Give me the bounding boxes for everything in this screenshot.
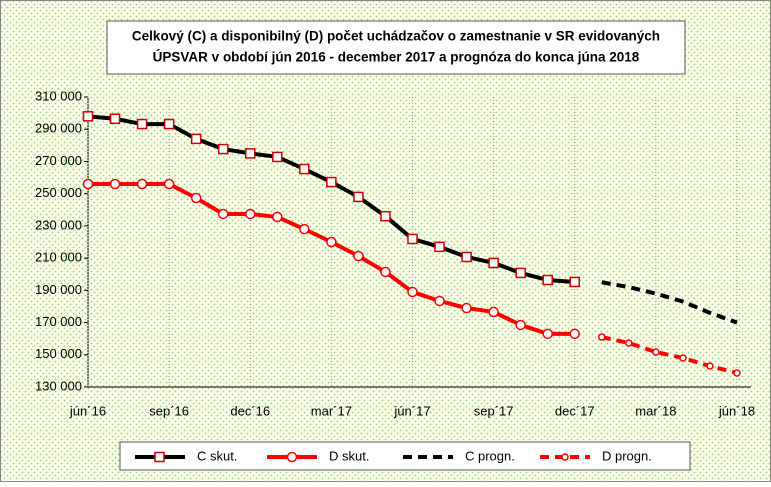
x-tick-label: dec´17 [555, 403, 595, 418]
y-tick-label: 130 000 [35, 378, 82, 393]
marker [461, 302, 472, 314]
marker [407, 286, 418, 298]
marker [598, 333, 606, 341]
legend-label: D skut. [329, 448, 369, 463]
x-tick-label: sep´16 [149, 403, 189, 418]
marker [407, 233, 418, 245]
x-tick-label: sep´17 [474, 403, 514, 418]
chart-title: ÚPSVAR v období jún 2016 - december 2017… [153, 50, 640, 65]
marker [434, 295, 445, 307]
marker [461, 251, 472, 263]
marker [625, 339, 633, 347]
y-tick-label: 270 000 [35, 153, 82, 168]
marker [380, 266, 391, 278]
marker [679, 354, 687, 362]
marker [488, 257, 499, 269]
x-tick-label: mar´17 [311, 403, 352, 418]
x-tick-label: mar´18 [635, 403, 676, 418]
marker [245, 208, 256, 220]
marker [326, 236, 337, 248]
marker [109, 113, 121, 124]
marker [569, 276, 580, 288]
marker [515, 267, 526, 279]
marker [542, 274, 553, 286]
legend-marker [154, 451, 165, 463]
y-tick-label: 310 000 [35, 88, 82, 103]
marker [542, 328, 553, 340]
y-tick-label: 290 000 [35, 121, 82, 136]
marker [190, 133, 202, 145]
marker [326, 176, 337, 188]
chart-title: Celkový (C) a disponibilný (D) počet uch… [132, 29, 660, 44]
marker [272, 211, 283, 223]
x-tick-label: jún´16 [69, 403, 106, 418]
marker [163, 118, 175, 130]
marker [380, 210, 391, 222]
marker [163, 178, 175, 190]
marker [353, 250, 364, 262]
legend-marker [286, 451, 298, 463]
title-box [106, 20, 686, 75]
marker [488, 306, 499, 318]
marker [353, 191, 364, 203]
y-tick-label: 190 000 [35, 282, 82, 297]
marker [569, 328, 580, 340]
marker [190, 192, 202, 204]
y-tick-label: 250 000 [35, 185, 82, 200]
marker [217, 208, 229, 220]
x-tick-label: jún´18 [718, 403, 755, 418]
legend-label: C progn. [465, 448, 515, 463]
legend-marker [561, 453, 569, 461]
x-tick-label: jún´17 [393, 403, 430, 418]
y-tick-label: 230 000 [35, 217, 82, 232]
marker [136, 178, 148, 190]
series-line [601, 280, 738, 325]
x-tick-label: dec´16 [230, 403, 270, 418]
series-line [601, 335, 738, 375]
marker [109, 178, 121, 190]
y-tick-label: 210 000 [35, 250, 82, 265]
marker [515, 319, 526, 331]
marker [299, 163, 310, 175]
marker [652, 348, 660, 356]
y-tick-label: 170 000 [35, 314, 82, 329]
marker [136, 118, 148, 130]
marker [217, 143, 229, 155]
marker [82, 178, 94, 190]
y-tick-label: 150 000 [35, 346, 82, 361]
marker [82, 111, 94, 122]
marker [733, 369, 741, 377]
marker [706, 362, 714, 370]
legend-label: C skut. [197, 448, 237, 463]
legend-label: D progn. [602, 448, 652, 463]
marker [434, 241, 445, 253]
marker [272, 151, 283, 163]
marker [299, 223, 310, 235]
marker [245, 148, 256, 159]
